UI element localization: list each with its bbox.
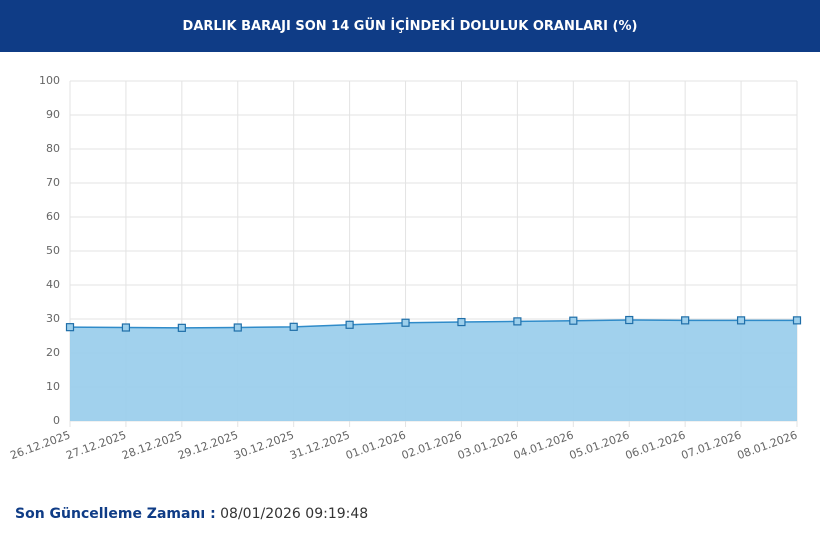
point (177, 323, 186, 332)
footer: Son Güncelleme Zamanı : 08/01/2026 09:19… (15, 506, 368, 522)
x-tick-label: 07.01.2026 (679, 428, 743, 462)
y-tick-label: 10 (46, 380, 60, 393)
y-tick-label: 90 (46, 108, 60, 121)
area (70, 320, 797, 421)
x-tick-label: 28.12.2025 (120, 428, 184, 462)
point (681, 316, 690, 325)
y-tick-label: 0 (53, 414, 60, 427)
chart: 0 10 20 30 40 50 60 70 80 90 100 26.12.202527.12.20… (8, 74, 802, 462)
y-tick-label: 20 (46, 346, 60, 359)
y-tick-label: 100 (39, 74, 60, 87)
point (792, 316, 802, 325)
point (569, 316, 578, 325)
y-tick-label: 50 (46, 244, 60, 257)
x-tick-label: 01.01.2026 (344, 428, 408, 462)
y-tick-label: 70 (46, 176, 60, 189)
x-tick-label: 02.01.2026 (400, 428, 464, 462)
point (65, 323, 75, 332)
x-tick-label: 03.01.2026 (456, 428, 520, 462)
point (233, 323, 242, 332)
point (513, 317, 522, 326)
y-tick-label: 30 (46, 312, 60, 325)
update-label: Son Güncelleme Zamanı : (15, 506, 216, 522)
x-tick-label: 27.12.2025 (64, 428, 128, 462)
point (736, 316, 746, 325)
x-tick-label: 31.12.2025 (288, 428, 352, 462)
point (625, 315, 634, 325)
point (401, 318, 410, 327)
x-tick-label: 05.01.2026 (568, 428, 632, 462)
x-tick-label: 08.01.2026 (735, 428, 799, 462)
chart-title: DARLIK BARAJI SON 14 GÜN İÇİNDEKİ DOLULU… (0, 0, 820, 52)
update-value: 08/01/2026 09:19:48 (220, 506, 369, 522)
point (345, 320, 354, 329)
point (289, 322, 298, 331)
y-tick-label: 40 (46, 278, 60, 291)
x-tick-label: 29.12.2025 (176, 428, 240, 462)
line (69, 319, 797, 329)
point (457, 317, 466, 327)
x-tick-label: 26.12.2025 (8, 428, 72, 462)
y-tick-label: 80 (46, 142, 60, 155)
x-tick-label: 04.01.2026 (512, 428, 576, 462)
y-tick-label: 60 (46, 210, 60, 223)
x-tick-label: 06.01.2026 (624, 428, 688, 462)
point (121, 323, 131, 332)
x-tick-label: 30.12.2025 (232, 428, 296, 462)
